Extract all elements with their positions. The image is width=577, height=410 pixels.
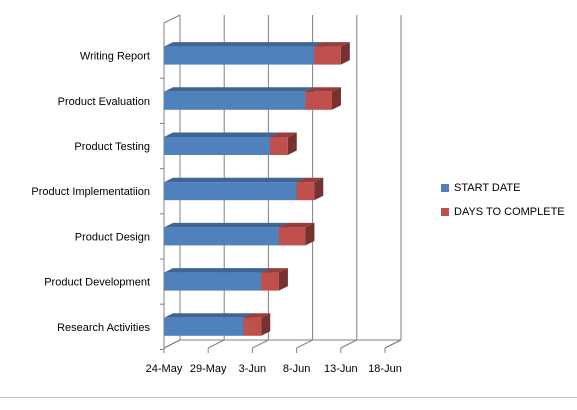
bar-start-date	[164, 182, 297, 201]
bar-days-to-complete-side	[305, 222, 315, 246]
legend-swatch-days-to-complete	[441, 208, 449, 216]
bar-days-to-complete-side	[287, 132, 297, 155]
floor-gridline	[207, 339, 225, 349]
y-category-label: Product Development	[44, 277, 150, 289]
legend-item-start-date: START DATE	[441, 176, 565, 200]
bar-start-date-top	[164, 132, 280, 137]
bar-days-to-complete-top	[278, 222, 315, 228]
bar-days-to-complete	[296, 182, 315, 201]
bar-start-date	[164, 46, 315, 65]
bar-start-date-top	[164, 87, 315, 92]
sheet-gridline	[0, 397, 577, 406]
bar-days-to-complete-top	[296, 177, 324, 183]
bar-start-date-top	[164, 42, 324, 47]
bar-days-to-complete	[278, 227, 306, 246]
x-tick-label: 18-Jun	[368, 363, 402, 375]
bar-days-to-complete	[305, 91, 332, 110]
bar-days-to-complete-side	[340, 42, 350, 65]
x-tick-label: 3-Jun	[239, 363, 267, 375]
bar-days-to-complete-side	[261, 313, 271, 336]
bar-days-to-complete-top	[314, 42, 350, 47]
legend-item-days-to-complete: DAYS TO COMPLETE	[441, 200, 565, 224]
x-tick-label: 29-May	[190, 363, 227, 375]
floor-gridline	[296, 339, 313, 349]
legend-label-days-to-complete: DAYS TO COMPLETE	[454, 206, 565, 218]
bar-days-to-complete-side	[331, 87, 341, 110]
y-category-label: Product Evaluation	[58, 96, 150, 108]
bar-start-date-top	[164, 313, 253, 318]
x-tick-label: 24-May	[146, 363, 183, 375]
bar-days-to-complete-side	[278, 268, 288, 291]
x-tick-label: 13-Jun	[324, 363, 358, 375]
y-category-label: Product Testing	[74, 141, 150, 153]
y-category-label: Product Implementatiion	[31, 186, 150, 198]
bar-days-to-complete-top	[261, 268, 288, 273]
bar-days-to-complete-top	[243, 313, 271, 318]
bar-start-date-top	[164, 268, 271, 273]
bar-days-to-complete-top	[270, 132, 297, 137]
chart-legend: START DATE DAYS TO COMPLETE	[441, 176, 565, 224]
bar-start-date	[164, 91, 306, 110]
bar-start-date	[164, 317, 244, 336]
bar-days-to-complete	[314, 46, 341, 65]
floor-gridline	[384, 339, 402, 349]
bar-days-to-complete-side	[314, 177, 324, 201]
bar-start-date	[164, 227, 279, 246]
bar-start-date-top	[164, 222, 288, 228]
legend-swatch-start-date	[441, 184, 449, 192]
y-category-label: Writing Report	[80, 51, 150, 63]
bar-start-date	[164, 137, 271, 155]
x-tick-label: 8-Jun	[283, 363, 311, 375]
floor-gridline	[252, 339, 269, 349]
bar-days-to-complete	[243, 317, 262, 336]
bar-start-date	[164, 272, 262, 291]
bar-start-date-top	[164, 177, 306, 183]
floor-gridline	[340, 339, 358, 349]
bar-days-to-complete	[261, 272, 279, 291]
y-category-label: Product Design	[75, 231, 150, 243]
y-category-label: Research Activities	[57, 322, 150, 334]
bar-days-to-complete-top	[305, 87, 341, 92]
wall-top-edge	[163, 14, 181, 24]
bar-days-to-complete	[270, 137, 288, 155]
legend-label-start-date: START DATE	[454, 182, 521, 194]
floor-gridline	[163, 339, 181, 349]
